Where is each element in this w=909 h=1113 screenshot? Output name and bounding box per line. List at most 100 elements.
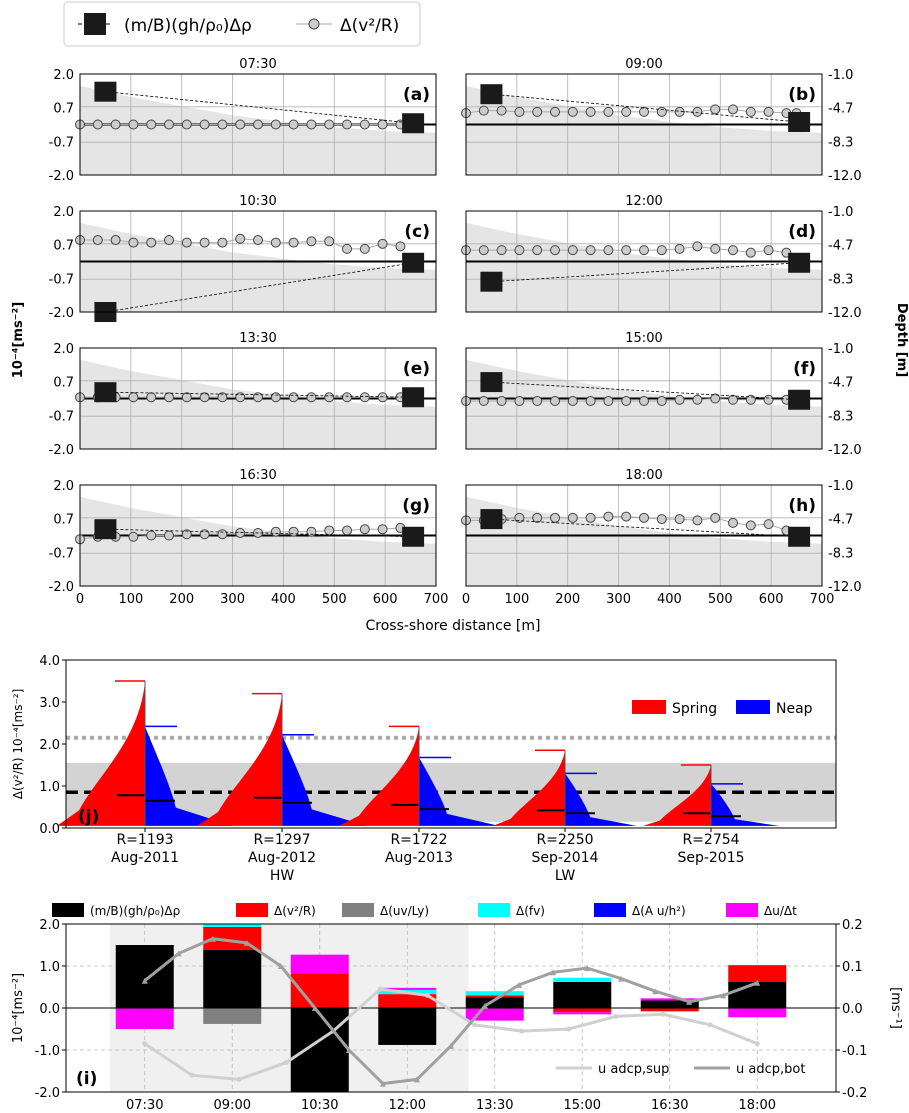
circle-point xyxy=(199,237,210,248)
circle-point xyxy=(478,105,489,116)
circle-point xyxy=(639,106,649,117)
x-tick-label: 100 xyxy=(118,592,143,607)
panel-i: 2.0 1.0 0.0 -1.0 -2.0 0.2 0.1 0.0 -0.1 -0.2 07:30 0… xyxy=(11,903,903,1113)
legend-swatch xyxy=(236,903,268,917)
violin-spring xyxy=(197,693,282,826)
y2-tick-label: -12.0 xyxy=(828,306,862,321)
circle-point xyxy=(728,394,738,405)
circle-point xyxy=(674,106,685,117)
panel-title: 15:00 xyxy=(625,331,662,346)
category-label: R=1193 xyxy=(116,832,173,848)
circle-point xyxy=(478,245,489,256)
x-tick-label: 700 xyxy=(424,592,449,607)
bar-segment xyxy=(640,1000,699,1008)
bar-segment xyxy=(115,945,174,1008)
circle-point xyxy=(92,119,103,130)
square-point xyxy=(788,252,811,273)
bar-segment xyxy=(290,1008,349,1092)
circle-point xyxy=(342,119,352,130)
circle-point xyxy=(253,119,263,130)
circle-point xyxy=(288,119,299,130)
circle-point xyxy=(128,392,139,403)
u-adcp-sup-line-marker xyxy=(377,986,383,992)
circle-point xyxy=(324,119,335,130)
violin-spring xyxy=(493,750,565,826)
bar-segment xyxy=(290,954,349,974)
y2-tick-label: -12.0 xyxy=(828,580,862,595)
circle-point xyxy=(377,392,388,403)
circle-point xyxy=(270,237,281,248)
u-adcp-sup-line-marker xyxy=(424,992,430,998)
circle-point xyxy=(567,396,578,407)
bar-segment xyxy=(465,997,524,1008)
category-label: Sep-2015 xyxy=(677,850,744,866)
circle-point xyxy=(270,526,281,537)
panel-letter: (h) xyxy=(788,496,816,516)
y-axis-label: Δ(v²/R) 10⁻⁴[ms⁻²] xyxy=(11,689,25,800)
y2-tick-label: -12.0 xyxy=(828,169,862,184)
square-series-line xyxy=(491,262,800,283)
circle-point xyxy=(181,392,192,403)
y-tick-label: -0.7 xyxy=(49,409,74,424)
legend-swatch xyxy=(478,903,510,917)
hw-label: HW xyxy=(270,868,295,884)
circle-point xyxy=(164,530,174,541)
circle-point xyxy=(656,245,667,256)
y-tick-label: -2.0 xyxy=(49,306,74,321)
y-axis-label-right: Depth [m] xyxy=(894,303,909,377)
circle-point xyxy=(745,247,756,258)
square-point xyxy=(94,519,117,540)
circle-point xyxy=(603,106,614,117)
circle-point xyxy=(550,512,560,523)
u-adcp-bot-line-marker xyxy=(652,988,659,995)
y2-axis-label: [ms⁻¹] xyxy=(888,987,903,1029)
u-adcp-sup-line-marker xyxy=(142,1041,148,1047)
circle-point xyxy=(146,392,157,403)
circle-point xyxy=(377,119,388,130)
panel-h: 18:00 (h) -1.0 -4.7 -8.3 -12.0 0 100 200 300 400 50… xyxy=(461,468,862,607)
y-tick-label: 3.0 xyxy=(39,696,60,711)
circle-point xyxy=(692,394,703,405)
circle-point xyxy=(306,526,317,537)
bar-segment xyxy=(465,995,524,998)
circle-point xyxy=(656,106,667,117)
circle-point xyxy=(217,529,228,540)
legend-label: Δ(A u/h²) xyxy=(632,904,686,918)
y-tick-label: 2.0 xyxy=(39,738,60,753)
u-adcp-bot-line-marker xyxy=(516,981,523,988)
x-tick-label: 400 xyxy=(657,592,682,607)
panel-title: 13:30 xyxy=(239,331,276,346)
panel-letter: (c) xyxy=(404,222,430,242)
bathymetry-area xyxy=(466,85,822,175)
square-series-line xyxy=(105,391,414,398)
legend-u-sup-label: u adcp,sup xyxy=(598,1062,669,1077)
y-tick-label: -0.7 xyxy=(49,546,74,561)
circle-point xyxy=(270,392,281,403)
u-adcp-sup-line-marker xyxy=(566,1026,572,1032)
circle-point xyxy=(514,512,525,523)
circle-point xyxy=(763,106,774,117)
y2-tick-label: 0.1 xyxy=(842,960,863,975)
bar-segment xyxy=(203,1008,262,1024)
panel-title: 10:30 xyxy=(239,194,276,209)
circle-point xyxy=(253,235,263,246)
circle-point xyxy=(567,512,578,523)
y-tick-label: -2.0 xyxy=(35,1086,60,1101)
y2-tick-label: 0.2 xyxy=(842,918,863,933)
legend-spring-label: Spring xyxy=(672,701,717,717)
lw-label: LW xyxy=(555,868,576,884)
x-tick-label: 07:30 xyxy=(126,1098,163,1113)
y-tick-label: 0.0 xyxy=(39,822,60,837)
panel-letter: (i) xyxy=(76,1069,97,1089)
legend-label: (m/B)(gh/ρ₀)Δρ xyxy=(90,904,180,918)
square-point xyxy=(480,509,503,530)
circle-point xyxy=(164,119,174,130)
circle-point xyxy=(235,392,246,403)
legend-swatch xyxy=(342,903,374,917)
y-tick-label: 0.7 xyxy=(53,239,74,254)
circle-point xyxy=(656,396,667,407)
category-label: R=1297 xyxy=(253,832,310,848)
x-tick-label: 600 xyxy=(373,592,398,607)
circle-point xyxy=(567,245,578,256)
circle-point xyxy=(146,237,157,248)
